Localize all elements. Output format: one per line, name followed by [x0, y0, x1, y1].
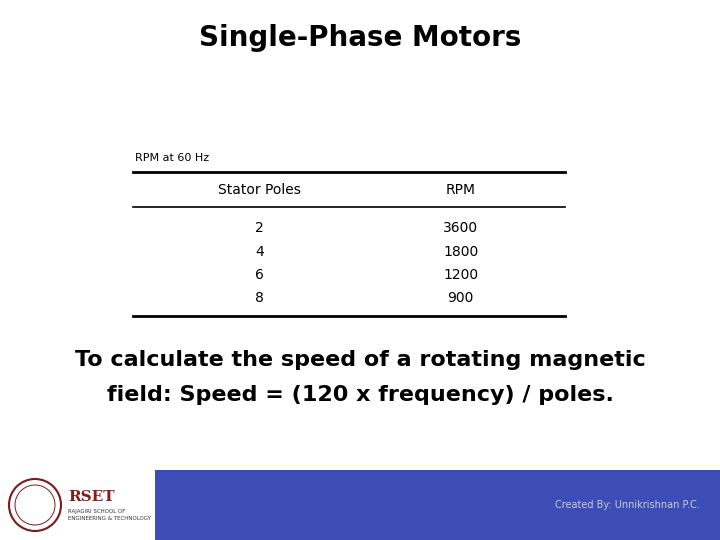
Text: 1800: 1800	[444, 245, 478, 259]
Text: RAJAGIRI SCHOOL OF
ENGINEERING & TECHNOLOGY: RAJAGIRI SCHOOL OF ENGINEERING & TECHNOL…	[68, 509, 151, 521]
Text: 6: 6	[255, 268, 264, 282]
Text: 4: 4	[255, 245, 264, 259]
Text: 1200: 1200	[444, 268, 478, 282]
Text: 8: 8	[255, 291, 264, 305]
Polygon shape	[0, 470, 155, 540]
Text: RPM at 60 Hz: RPM at 60 Hz	[135, 153, 210, 163]
Text: RSET: RSET	[68, 490, 114, 504]
Polygon shape	[0, 470, 720, 540]
Text: RPM: RPM	[446, 183, 476, 197]
Text: To calculate the speed of a rotating magnetic: To calculate the speed of a rotating mag…	[75, 350, 645, 370]
Text: 2: 2	[255, 221, 264, 235]
Text: field: Speed = (120 x frequency) / poles.: field: Speed = (120 x frequency) / poles…	[107, 385, 613, 405]
Text: Single-Phase Motors: Single-Phase Motors	[199, 24, 521, 52]
Text: Stator Poles: Stator Poles	[217, 183, 301, 197]
Text: 900: 900	[448, 291, 474, 305]
Text: 3600: 3600	[444, 221, 478, 235]
Text: Created By: Unnikrishnan P.C.: Created By: Unnikrishnan P.C.	[555, 500, 700, 510]
